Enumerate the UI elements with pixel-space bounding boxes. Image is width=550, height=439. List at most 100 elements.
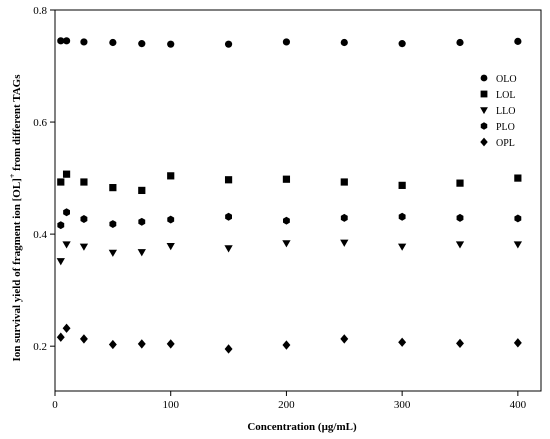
legend-label: OPL <box>496 138 515 149</box>
data-point <box>108 249 117 257</box>
data-point <box>137 339 146 349</box>
data-point <box>340 38 348 47</box>
y-tick-label: 0.8 <box>33 5 47 17</box>
series-llo <box>56 239 522 266</box>
y-axis-title: Ion survival yield of fragment ion [OL]+… <box>8 74 23 362</box>
data-point <box>282 340 291 350</box>
series-opl <box>56 323 522 354</box>
data-point <box>340 178 348 186</box>
data-point <box>282 175 291 183</box>
data-point <box>57 178 65 186</box>
y-axis-title-tail: from different TAGs <box>11 74 23 174</box>
data-point <box>224 245 233 253</box>
y-tick-label: 0.6 <box>33 117 47 129</box>
legend-marker <box>480 74 488 82</box>
data-point <box>166 339 175 349</box>
x-tick-label: 300 <box>394 399 411 411</box>
series-group <box>56 37 522 354</box>
legend-label: LOL <box>496 90 515 101</box>
data-point <box>224 40 233 48</box>
data-point <box>513 338 522 348</box>
data-point <box>282 216 290 225</box>
data-point <box>62 37 71 45</box>
legend: OLO LOL LLO PLO OPL <box>480 74 517 149</box>
data-point <box>56 258 65 266</box>
y-axis-title-main: Ion survival yield of fragment ion [OL] <box>11 178 23 361</box>
data-point <box>167 172 175 180</box>
data-point <box>398 181 406 189</box>
legend-item-olo: OLO <box>480 74 517 85</box>
plot-frame <box>54 9 542 392</box>
series-lol <box>57 170 522 195</box>
data-point <box>62 241 71 249</box>
data-point <box>80 215 88 223</box>
data-point <box>166 243 175 251</box>
y-tick-label: 0.4 <box>33 229 47 241</box>
data-point <box>398 212 406 221</box>
x-tick-label: 200 <box>278 399 295 411</box>
legend-label: LLO <box>496 106 515 117</box>
data-point <box>79 243 89 251</box>
data-point <box>138 186 146 195</box>
data-point <box>109 38 117 47</box>
data-point <box>224 344 233 354</box>
plot-area <box>54 9 542 392</box>
legend-label: PLO <box>496 122 515 133</box>
legend-label: OLO <box>496 74 517 85</box>
data-point <box>57 37 65 45</box>
data-point <box>108 339 117 350</box>
legend-item-plo: PLO <box>480 122 515 133</box>
y-axis: 0.2 0.4 0.6 0.8 <box>33 5 55 353</box>
data-point <box>80 38 88 46</box>
data-point <box>513 241 522 249</box>
data-point <box>56 332 65 342</box>
data-point <box>514 174 522 182</box>
data-point <box>63 208 71 217</box>
legend-item-llo: LLO <box>480 106 515 117</box>
data-point <box>514 214 522 223</box>
legend-item-opl: OPL <box>480 137 515 149</box>
data-point <box>340 334 349 344</box>
data-point <box>138 40 146 48</box>
data-point <box>340 239 349 247</box>
data-point <box>80 178 88 186</box>
y-axis-title-superscript: + <box>8 173 17 178</box>
x-tick-label: 100 <box>162 399 179 411</box>
data-point <box>455 241 465 249</box>
legend-marker <box>480 137 488 147</box>
data-point <box>167 215 175 224</box>
data-point <box>62 323 71 333</box>
data-point <box>79 334 88 344</box>
data-point <box>398 337 407 347</box>
data-point <box>282 38 291 46</box>
data-point <box>109 220 117 228</box>
data-point <box>456 213 464 222</box>
x-axis: 0 100 200 300 400 <box>52 391 527 411</box>
series-plo <box>57 208 522 230</box>
legend-marker <box>480 90 488 98</box>
data-point <box>57 221 65 230</box>
x-tick-label: 0 <box>52 399 58 411</box>
data-point <box>456 179 464 187</box>
data-point <box>109 184 117 192</box>
data-point <box>224 176 233 184</box>
data-point <box>398 40 406 48</box>
legend-item-lol: LOL <box>480 90 515 101</box>
data-point <box>282 240 291 248</box>
data-point <box>138 217 146 226</box>
legend-marker <box>480 122 488 130</box>
data-point <box>340 213 348 222</box>
x-tick-label: 400 <box>510 399 527 411</box>
legend-marker <box>480 107 488 115</box>
x-axis-title: Concentration (µg/mL) <box>247 421 357 433</box>
series-olo <box>57 37 522 48</box>
data-point <box>514 37 522 45</box>
data-point <box>62 170 71 178</box>
y-tick-label: 0.2 <box>33 341 47 353</box>
data-point <box>456 338 464 349</box>
data-point <box>167 40 175 48</box>
data-point <box>137 249 146 257</box>
data-point <box>456 38 464 47</box>
data-point <box>225 212 233 221</box>
